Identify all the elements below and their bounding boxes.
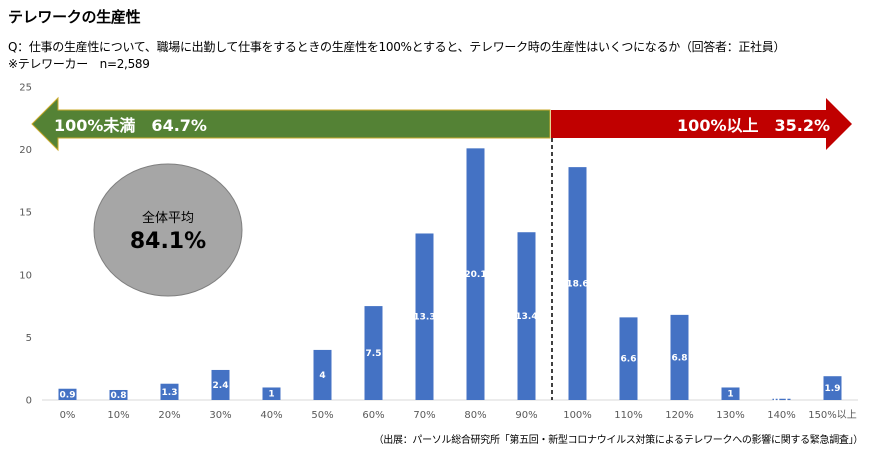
- bar: [772, 398, 791, 400]
- y-tick-label: 15: [19, 208, 32, 219]
- x-tick-label: 60%: [362, 410, 384, 421]
- bar: [670, 314, 689, 400]
- x-tick-label: 10%: [107, 410, 129, 421]
- bar: [364, 306, 383, 400]
- average-label: 全体平均: [142, 210, 194, 226]
- bar-data-label: 1.3: [162, 388, 178, 398]
- bar: [415, 233, 434, 400]
- y-tick-label: 5: [26, 333, 32, 344]
- average-circle: [93, 163, 243, 297]
- y-tick-label: 10: [19, 270, 32, 281]
- bar: [160, 383, 179, 400]
- x-tick-label: 140%: [767, 410, 796, 421]
- x-tick-label: 40%: [260, 410, 282, 421]
- x-tick-label: 90%: [515, 410, 537, 421]
- x-tick-label: 70%: [413, 410, 435, 421]
- right-arrow: [551, 98, 852, 150]
- bar: [58, 388, 77, 400]
- bar-data-label: 20.1: [464, 270, 486, 280]
- bar: [517, 232, 536, 400]
- page-title: テレワークの生産性: [8, 8, 141, 26]
- x-tick-label: 130%: [716, 410, 745, 421]
- x-tick-label: 30%: [209, 410, 231, 421]
- x-tick-label: 20%: [158, 410, 180, 421]
- source-note: （出展：パーソル総合研究所「第五回・新型コロナウイルス対策によるテレワークへの影…: [373, 435, 864, 446]
- y-tick-label: 25: [19, 83, 32, 94]
- bar-data-label: 6.6: [621, 355, 637, 365]
- bar-data-label: 0.1: [774, 395, 790, 405]
- y-tick-label: 0: [26, 396, 32, 407]
- bar: [568, 167, 587, 400]
- x-tick-label: 150%以上: [808, 409, 857, 421]
- left-arrow: [31, 96, 551, 152]
- bar: [313, 349, 332, 400]
- bar-data-label: 18.6: [566, 280, 588, 290]
- x-tick-label: 100%: [563, 410, 592, 421]
- bar-data-label: 4: [319, 371, 325, 381]
- x-axis-ticks: 0% 10% 20% 30% 40% 50% 60% 70% 80% 90% 100% 110% 120…: [60, 409, 857, 421]
- bar-data-label: 13.3: [413, 313, 435, 323]
- bar: [721, 387, 740, 400]
- bar-data-label: 2.4: [213, 381, 229, 391]
- bar-data-label: 6.8: [672, 353, 688, 363]
- y-tick-label: 20: [19, 145, 32, 156]
- bar-data-label: 7.5: [366, 349, 382, 359]
- left-arrow-label: 100%未満 64.7%: [54, 116, 207, 135]
- bar-data-label: 1: [268, 390, 274, 400]
- survey-question: Q：仕事の生産性について、職場に出勤して仕事をするときの生産性を100%とすると…: [8, 40, 786, 54]
- sample-note: ※テレワーカー n=2,589: [8, 57, 150, 71]
- bar-data-label: 0.8: [111, 391, 127, 401]
- bar-data-label: 0.9: [60, 390, 76, 400]
- bar: [211, 369, 230, 400]
- bar-data-label: 1: [727, 390, 733, 400]
- x-tick-label: 120%: [665, 410, 694, 421]
- x-tick-label: 110%: [614, 410, 643, 421]
- x-tick-label: 50%: [311, 410, 333, 421]
- y-axis-ticks: 0 5 10 15 20 25: [19, 83, 32, 407]
- x-tick-label: 80%: [464, 410, 486, 421]
- bar-data-label: 1.9: [825, 384, 841, 394]
- right-arrow-label: 100%以上 35.2%: [677, 116, 830, 135]
- bar: [466, 148, 485, 400]
- bar: [619, 317, 638, 400]
- bars: 0.9 0.8 1.3 2.4 1 4 7.5 13.3 20.1 13.4 18.6 6.6 6.8 1…: [58, 148, 842, 405]
- bar-data-label: 13.4: [515, 312, 537, 322]
- bar: [823, 376, 842, 400]
- bar: [262, 387, 281, 400]
- x-tick-label: 0%: [60, 410, 76, 421]
- bar: [109, 389, 128, 400]
- average-value: 84.1%: [130, 229, 206, 254]
